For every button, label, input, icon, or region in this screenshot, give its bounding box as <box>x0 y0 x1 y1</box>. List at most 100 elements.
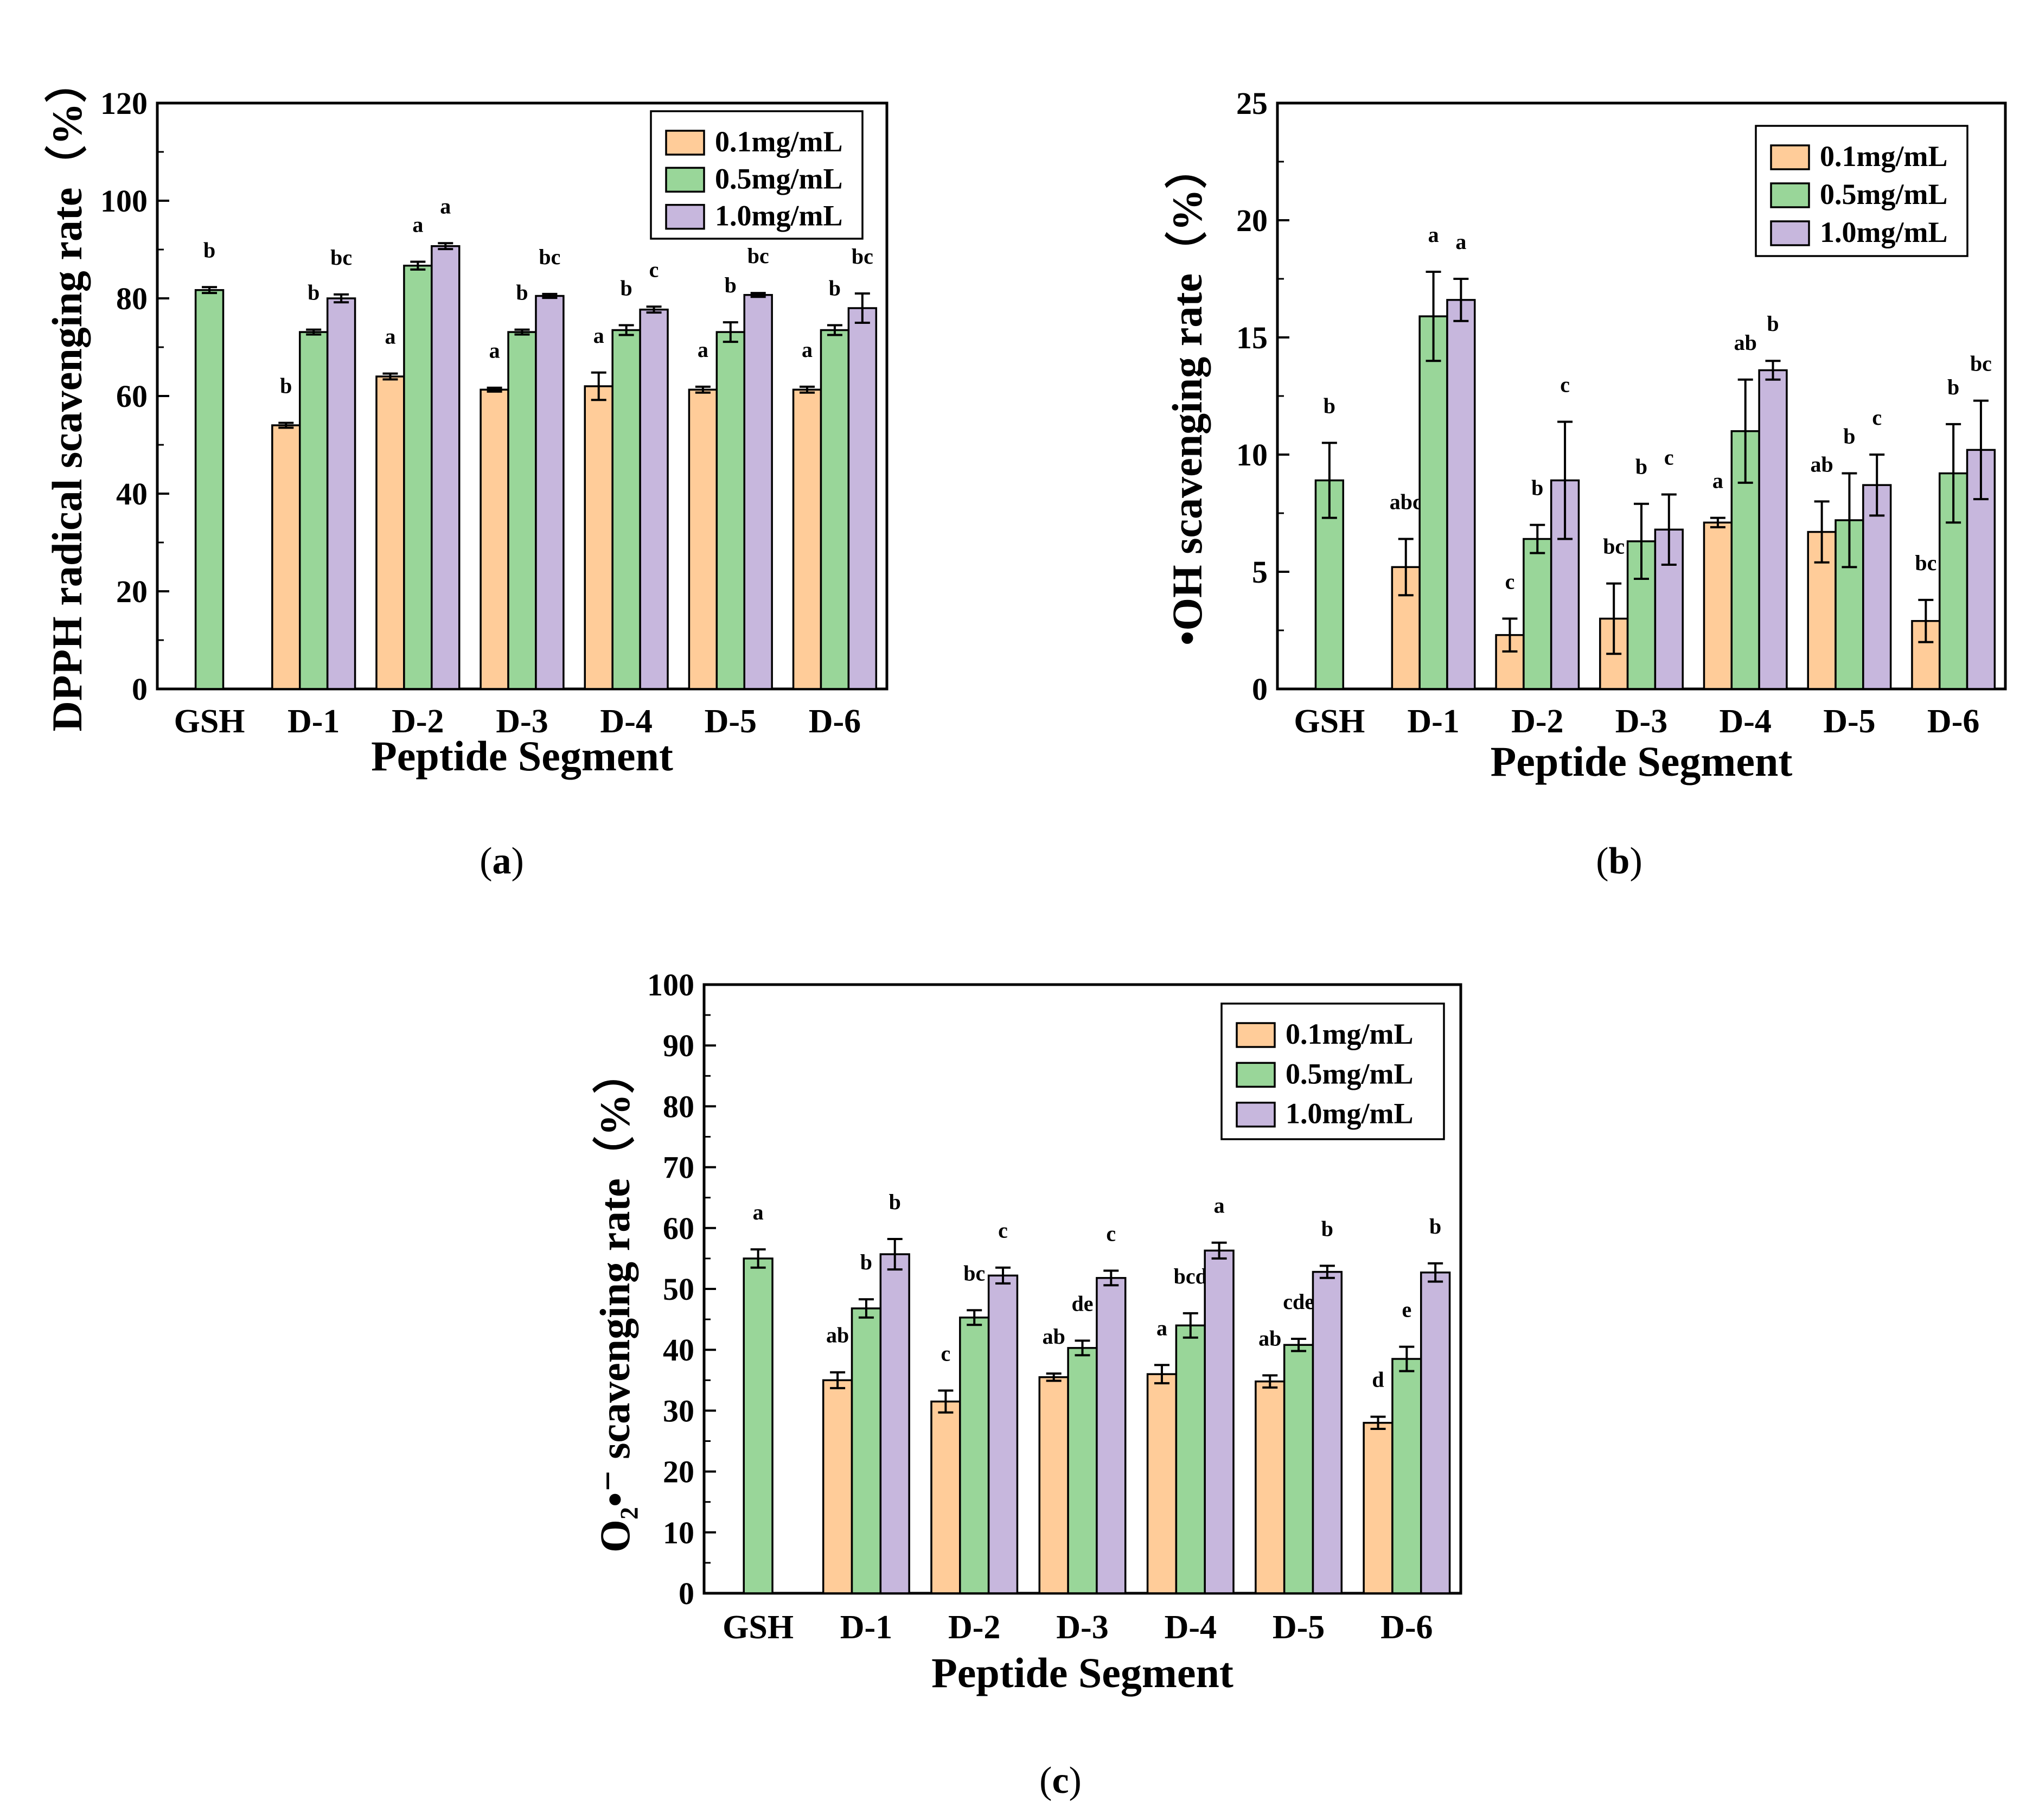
bar-0.1mg/mL <box>1363 1422 1394 1594</box>
x-category-label: D-3 <box>496 703 548 740</box>
y-tick-label: 0 <box>1252 672 1268 707</box>
significance-letter: a <box>802 337 813 362</box>
bar-1.0mg/mL <box>1420 1271 1451 1594</box>
significance-letter: bc <box>1970 352 1992 376</box>
significance-letter: ab <box>1734 330 1757 355</box>
significance-letter: bc <box>539 245 560 269</box>
y-tick-label: 100 <box>100 183 148 219</box>
panel-caption: (c) <box>1039 1760 1082 1802</box>
bar-1.0mg/mL <box>1758 369 1788 690</box>
significance-letter: a <box>412 213 423 237</box>
bar-1.0mg/mL <box>1312 1270 1343 1594</box>
bar-0.5mg/mL <box>820 329 850 690</box>
bar-0.1mg/mL <box>1038 1376 1069 1594</box>
x-category-label: D-4 <box>1165 1609 1217 1646</box>
x-category-label: D-5 <box>705 703 757 740</box>
y-tick-label: 70 <box>663 1150 694 1185</box>
y-tick-label: 80 <box>663 1089 694 1124</box>
y-tick-label: 20 <box>116 574 148 609</box>
bar-0.1mg/mL <box>375 375 405 690</box>
panel-caption: (a) <box>480 840 524 882</box>
significance-letter: a <box>753 1200 764 1224</box>
bar-1.0mg/mL <box>431 245 461 690</box>
legend-swatch <box>1770 182 1810 208</box>
bar-0.5mg/mL <box>1391 1358 1422 1594</box>
significance-letter: b <box>889 1190 901 1214</box>
significance-letter: c <box>1106 1221 1116 1246</box>
significance-letter: c <box>1872 405 1882 430</box>
bar-1.0mg/mL <box>535 295 565 690</box>
significance-letter: c <box>1664 445 1674 469</box>
legend-label: 0.1mg/mL <box>1820 140 1948 173</box>
legend-swatch <box>665 130 705 156</box>
significance-letter: bc <box>747 244 769 268</box>
y-tick-label: 0 <box>132 672 148 707</box>
significance-letter: a <box>1455 229 1466 254</box>
legend-swatch <box>1770 144 1810 170</box>
bar-0.1mg/mL <box>688 388 718 690</box>
significance-letter: a <box>489 339 500 363</box>
caption-open: ( <box>1596 840 1608 882</box>
significance-letter: b <box>1324 393 1335 418</box>
legend-label: 0.5mg/mL <box>715 162 843 195</box>
x-category-label: D-4 <box>600 703 652 740</box>
legend-swatch <box>1770 220 1810 246</box>
significance-letter: b <box>1843 424 1855 449</box>
significance-letter: d <box>1372 1368 1384 1392</box>
significance-letter: ab <box>826 1323 849 1348</box>
chart-panel-2: 0 5 10 15 20 25 •OH scavenging rate（%） Peptide … <box>1164 86 2007 882</box>
legend-swatch <box>665 203 705 230</box>
significance-letter: b <box>1429 1214 1441 1238</box>
bar-0.5mg/mL <box>851 1307 882 1594</box>
x-category-label: GSH <box>174 703 245 740</box>
bar-0.1mg/mL <box>822 1379 853 1594</box>
caption-close: ) <box>1629 840 1642 882</box>
bar-0.1mg/mL <box>271 424 301 690</box>
significance-letter: bcd <box>1174 1264 1207 1288</box>
bar-1.0mg/mL <box>847 307 878 690</box>
x-category-label: D-1 <box>287 703 340 740</box>
significance-letter: c <box>1560 373 1570 397</box>
legend-label: 0.5mg/mL <box>1820 178 1948 210</box>
chart-panel-1: 0 20 40 60 80 100 120 DPPH radical scavenging r… <box>43 61 889 882</box>
significance-letter: b <box>1531 476 1543 500</box>
bar-0.1mg/mL <box>1255 1380 1286 1594</box>
caption-close: ) <box>1069 1760 1082 1802</box>
x-category-label: D-1 <box>1407 703 1459 740</box>
bar-0.5mg/mL <box>1418 315 1448 690</box>
significance-letter: b <box>516 280 528 305</box>
significance-letter: b <box>203 238 215 262</box>
legend-label: 0.1mg/mL <box>1286 1018 1414 1050</box>
significance-letter: b <box>829 276 841 301</box>
significance-letter: bc <box>330 245 352 270</box>
legend-swatch <box>1236 1062 1276 1088</box>
bar-0.1mg/mL <box>1146 1373 1178 1594</box>
significance-letter: bc <box>1603 534 1625 559</box>
bar-0.5mg/mL <box>715 331 745 690</box>
y-tick-label: 50 <box>663 1272 694 1307</box>
significance-letter: a <box>698 337 708 362</box>
x-category-label: D-5 <box>1273 1609 1325 1646</box>
caption-letter: b <box>1609 840 1630 882</box>
bar-1.0mg/mL <box>987 1274 1019 1594</box>
significance-letter: ab <box>1810 452 1833 476</box>
bar-0.1mg/mL <box>930 1400 961 1594</box>
significance-letter: e <box>1402 1298 1411 1322</box>
significance-letter: bc <box>1915 551 1936 575</box>
significance-letter: c <box>941 1341 951 1365</box>
bar-0.5mg/mL <box>194 289 225 690</box>
bar-1.0mg/mL <box>639 308 669 690</box>
significance-letter: b <box>1635 455 1647 479</box>
significance-letter: b <box>1767 311 1779 336</box>
significance-letter: a <box>385 324 395 349</box>
y-tick-label: 5 <box>1252 554 1268 590</box>
bar-1.0mg/mL <box>743 293 773 690</box>
y-tick-label: 120 <box>100 86 148 121</box>
legend-label: 0.5mg/mL <box>1286 1057 1414 1090</box>
significance-letter: a <box>593 323 604 348</box>
caption-open: ( <box>1039 1760 1052 1802</box>
x-category-label: GSH <box>1294 703 1365 740</box>
x-axis-title: Peptide Segment <box>931 1649 1233 1696</box>
y-tick-label: 20 <box>1236 203 1268 238</box>
